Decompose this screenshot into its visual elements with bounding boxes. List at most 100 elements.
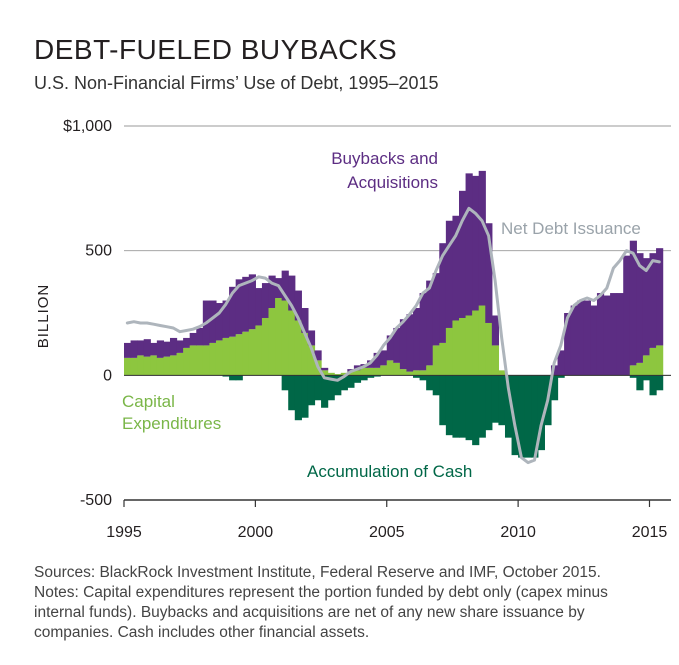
y-tick-label: 500	[85, 243, 112, 260]
bar-buybacks	[255, 288, 263, 326]
x-tick-label: 1995	[106, 524, 142, 541]
bar-buybacks	[261, 283, 270, 318]
bar-buybacks	[301, 308, 309, 333]
bar-capex	[288, 310, 296, 376]
bar-capex	[472, 310, 480, 376]
bar-cash	[229, 375, 237, 381]
bar-cash	[419, 375, 427, 381]
bar-buybacks	[564, 313, 572, 376]
bar-capex	[367, 367, 375, 376]
bar-capex	[353, 370, 362, 376]
bar-buybacks	[150, 342, 158, 356]
bar-buybacks	[229, 286, 237, 337]
bar-buybacks	[610, 293, 618, 376]
bar-buybacks	[215, 303, 224, 341]
bar-capex	[334, 374, 342, 376]
bar-buybacks	[248, 274, 256, 330]
bar-cash	[550, 375, 559, 401]
bar-buybacks	[465, 173, 473, 316]
bar-buybacks	[373, 352, 381, 368]
bar-buybacks	[432, 273, 440, 346]
bar-cash	[327, 375, 335, 401]
bar-cash	[485, 375, 493, 431]
bar-capex	[124, 357, 132, 376]
bar-buybacks	[439, 243, 447, 343]
bar-capex	[629, 365, 637, 376]
bar-buybacks	[281, 270, 289, 301]
bar-cash	[353, 375, 362, 383]
y-tick-label: 0	[103, 367, 112, 384]
bar-cash	[334, 375, 342, 396]
bar-capex	[143, 356, 151, 376]
bar-buybacks	[459, 190, 467, 318]
bar-capex	[268, 308, 276, 376]
bar-capex	[183, 347, 191, 376]
bar-cash	[459, 375, 467, 438]
bar-buybacks	[570, 305, 578, 376]
bar-capex	[380, 365, 388, 376]
bar-capex	[163, 356, 171, 376]
bar-capex	[261, 317, 270, 376]
bar-cash	[649, 375, 657, 396]
bar-cash	[636, 375, 644, 391]
bar-cash	[531, 375, 539, 458]
bar-cash	[656, 375, 664, 391]
bar-buybacks	[550, 365, 559, 376]
bar-capex	[229, 336, 237, 376]
y-tick-label: $1,000	[63, 118, 112, 135]
bar-cash	[321, 375, 329, 408]
bar-capex	[636, 362, 644, 376]
bar-buybacks	[183, 337, 191, 348]
bar-capex	[235, 334, 243, 376]
bar-capex	[202, 345, 210, 376]
bar-capex	[419, 370, 427, 376]
bar-capex	[281, 300, 289, 376]
bar-cash	[301, 375, 309, 418]
bar-cash	[360, 375, 368, 381]
bar-buybacks	[189, 332, 197, 346]
bar-buybacks	[636, 253, 644, 363]
bar-capex	[340, 372, 348, 376]
bar-buybacks	[413, 308, 421, 371]
bar-buybacks	[642, 258, 651, 356]
label-buybacks-2: Acquisitions	[347, 173, 438, 192]
bar-cash	[491, 375, 500, 423]
bar-capex	[426, 365, 434, 376]
bar-capex	[189, 345, 197, 376]
bar-buybacks	[196, 327, 204, 346]
bar-buybacks	[314, 350, 322, 361]
label-capex-2: Expenditures	[122, 414, 221, 433]
bar-buybacks	[419, 293, 427, 371]
bar-capex	[137, 355, 145, 376]
bar-buybacks	[222, 300, 230, 338]
bar-buybacks	[616, 293, 624, 376]
bar-capex	[485, 322, 493, 376]
bar-buybacks	[629, 240, 637, 366]
notes-line-4: companies. Cash includes other financial…	[34, 624, 370, 641]
bar-buybacks	[380, 350, 388, 366]
bar-buybacks	[169, 337, 178, 356]
bar-cash	[281, 375, 289, 391]
bar-cash	[426, 375, 434, 391]
bar-cash	[629, 375, 637, 378]
bar-cash	[439, 375, 447, 426]
bar-capex	[294, 320, 302, 376]
bar-buybacks	[426, 280, 434, 366]
chart-canvas: $1,000 500 0 -500 BILLION 1995 2000 2005 2010 201…	[35, 118, 671, 541]
bar-cash	[235, 375, 243, 381]
bar-cash	[432, 375, 440, 396]
bar-capex	[439, 342, 447, 376]
bar-capex	[465, 315, 473, 376]
bar-capex	[130, 357, 138, 376]
bar-buybacks	[445, 220, 454, 328]
bar-buybacks	[485, 223, 493, 323]
bar-buybacks	[649, 253, 657, 348]
bar-capex	[373, 367, 381, 376]
bar-cash	[478, 375, 486, 438]
notes-line-1: Sources: BlackRock Investment Institute,…	[34, 564, 601, 581]
bar-buybacks	[137, 340, 145, 356]
bar-buybacks	[386, 335, 394, 361]
bar-capex	[275, 298, 283, 376]
bar-capex	[347, 371, 355, 376]
bar-buybacks	[143, 339, 151, 357]
